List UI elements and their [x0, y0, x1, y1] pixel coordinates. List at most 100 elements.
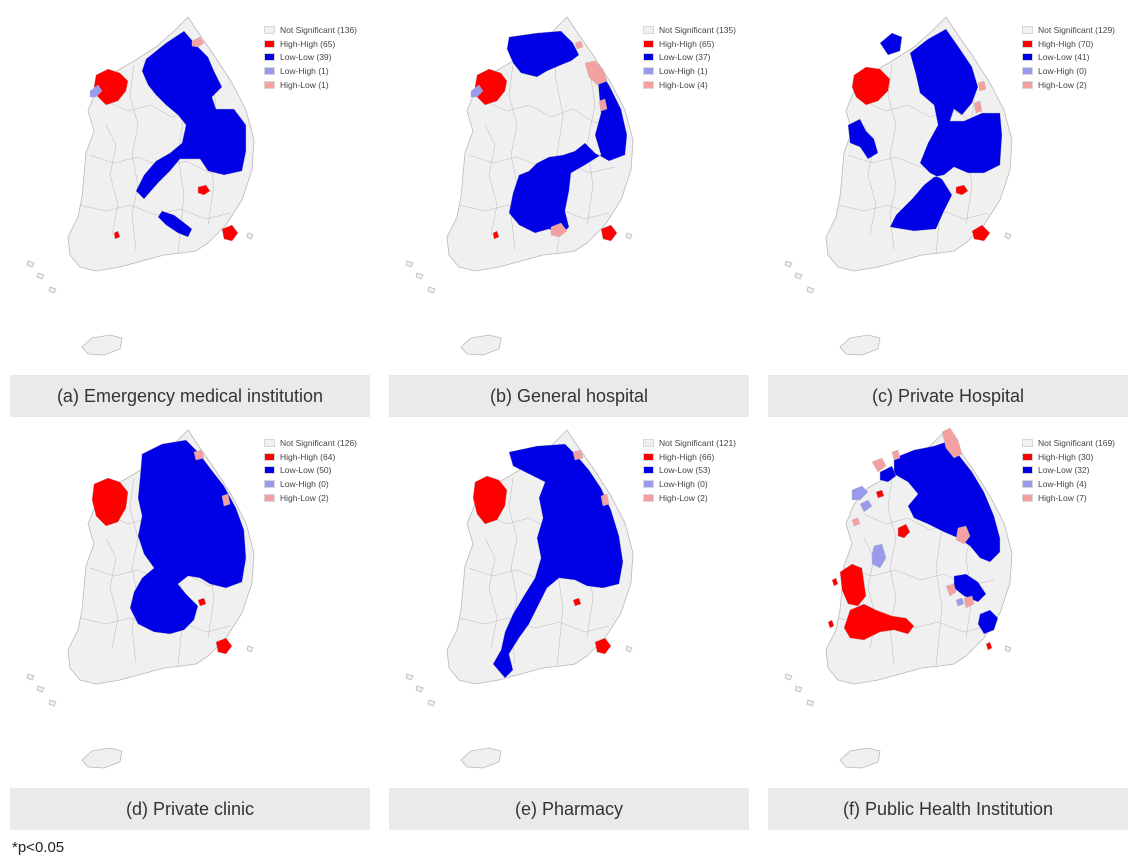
legend-item-not-significant: Not Significant (121)	[643, 436, 736, 450]
cluster-region-low-high	[955, 597, 965, 607]
legend-label: Low-High (1)	[280, 65, 329, 76]
legend-swatch	[264, 479, 275, 488]
legend-item-low-low: Low-Low (39)	[264, 50, 357, 64]
lisa-cluster-map	[405, 429, 634, 769]
legend-swatch	[264, 466, 275, 475]
land-region	[1004, 645, 1012, 653]
land-region	[784, 673, 793, 681]
map-legend: Not Significant (126) High-High (64) Low…	[264, 436, 357, 504]
map-legend: Not Significant (129) High-High (70) Low…	[1022, 23, 1115, 91]
land-region	[415, 272, 424, 280]
map-base	[405, 429, 634, 769]
legend-item-low-low: Low-Low (32)	[1022, 463, 1115, 477]
cluster-region-high-low	[963, 595, 975, 609]
legend-swatch	[264, 39, 275, 48]
legend-item-not-significant: Not Significant (129)	[1022, 23, 1115, 37]
legend-item-high-high: High-High (64)	[264, 450, 357, 464]
lisa-cluster-map	[784, 427, 1013, 769]
cluster-region-low-low	[506, 30, 580, 78]
panel-caption: (a) Emergency medical institution	[10, 375, 370, 417]
cluster-region-high-high	[600, 224, 618, 242]
lisa-cluster-map	[405, 16, 634, 356]
legend-label: Not Significant (169)	[1038, 437, 1116, 448]
legend-item-not-significant: Not Significant (136)	[264, 23, 357, 37]
cluster-region-high-high	[875, 489, 885, 499]
legend-swatch	[1022, 479, 1033, 488]
legend-swatch	[264, 25, 275, 34]
legend-swatch	[643, 25, 654, 34]
land-region	[48, 699, 57, 707]
land-region	[427, 699, 436, 707]
cluster-region-high-low	[891, 449, 901, 461]
legend-swatch	[643, 39, 654, 48]
land-region	[48, 286, 57, 294]
cluster-region-high-low	[600, 493, 610, 507]
cluster-region-high-high	[197, 597, 207, 607]
land-region	[427, 286, 436, 294]
cluster-region-high-high	[971, 224, 991, 242]
land-region	[26, 260, 35, 268]
cluster-region-low-low	[953, 573, 987, 603]
land-region	[839, 747, 881, 769]
legend-label: High-Low (7)	[1038, 492, 1087, 503]
map-legend: Not Significant (136) High-High (65) Low…	[264, 23, 357, 91]
legend-label: Low-Low (37)	[659, 52, 711, 63]
cluster-region-low-low	[847, 118, 879, 160]
legend-swatch	[1022, 438, 1033, 447]
map-panel-private-clinic: Not Significant (126) High-High (64) Low…	[10, 418, 370, 831]
legend-label: Not Significant (126)	[280, 437, 358, 448]
map-legend: Not Significant (121) High-High (66) Low…	[643, 436, 736, 504]
map-panel-emergency-medical-institution: Not Significant (136) High-High (65) Low…	[10, 5, 370, 418]
significance-footnote: *p<0.05	[12, 839, 65, 856]
legend-label: Not Significant (135)	[659, 24, 737, 35]
cluster-region-low-low	[879, 465, 897, 483]
legend-swatch	[264, 438, 275, 447]
legend-swatch	[643, 66, 654, 75]
legend-label: Low-High (0)	[280, 478, 329, 489]
legend-label: High-High (66)	[659, 451, 715, 462]
legend-item-high-low: High-Low (7)	[1022, 491, 1115, 505]
legend-item-high-high: High-High (70)	[1022, 37, 1115, 51]
land-region	[81, 747, 123, 769]
cluster-region-high-low	[574, 40, 584, 50]
cluster-region-low-low	[889, 28, 1003, 232]
legend-label: Low-Low (32)	[1038, 465, 1090, 476]
land-region	[625, 232, 633, 240]
legend-swatch	[1022, 80, 1033, 89]
cluster-region-high-high	[851, 66, 891, 106]
legend-label: Not Significant (129)	[1038, 24, 1116, 35]
cluster-region-low-high	[871, 543, 887, 569]
cluster-region-high-high	[839, 563, 867, 607]
cluster-region-low-low	[135, 30, 247, 200]
legend-swatch	[643, 452, 654, 461]
legend-item-high-high: High-High (30)	[1022, 450, 1115, 464]
cluster-region-high-high	[831, 577, 839, 587]
panel-caption: (e) Pharmacy	[389, 788, 749, 830]
lisa-cluster-map	[26, 16, 255, 356]
cluster-region-high-high	[955, 184, 969, 196]
map-clusters	[91, 439, 247, 655]
cluster-region-low-low	[879, 32, 903, 56]
legend-item-low-high: Low-High (0)	[643, 477, 736, 491]
cluster-region-high-low	[598, 98, 608, 112]
legend-item-low-high: Low-High (4)	[1022, 477, 1115, 491]
legend-label: High-High (30)	[1038, 451, 1094, 462]
cluster-region-high-high	[492, 230, 500, 240]
cluster-region-low-high	[851, 485, 869, 501]
legend-item-not-significant: Not Significant (126)	[264, 436, 357, 450]
legend-swatch	[643, 438, 654, 447]
legend-swatch	[264, 80, 275, 89]
panel-caption: (c) Private Hospital	[768, 375, 1128, 417]
map-clusters	[89, 30, 247, 242]
cluster-region-high-low	[973, 100, 983, 114]
legend-item-low-low: Low-Low (53)	[643, 463, 736, 477]
legend-swatch	[643, 493, 654, 502]
cluster-region-high-low	[193, 449, 205, 461]
panel-caption: (d) Private clinic	[10, 788, 370, 830]
land-region	[36, 272, 45, 280]
land-region	[415, 685, 424, 693]
legend-item-high-low: High-Low (4)	[643, 78, 736, 92]
land-region	[81, 334, 123, 356]
legend-swatch	[264, 493, 275, 502]
legend-swatch	[264, 53, 275, 62]
